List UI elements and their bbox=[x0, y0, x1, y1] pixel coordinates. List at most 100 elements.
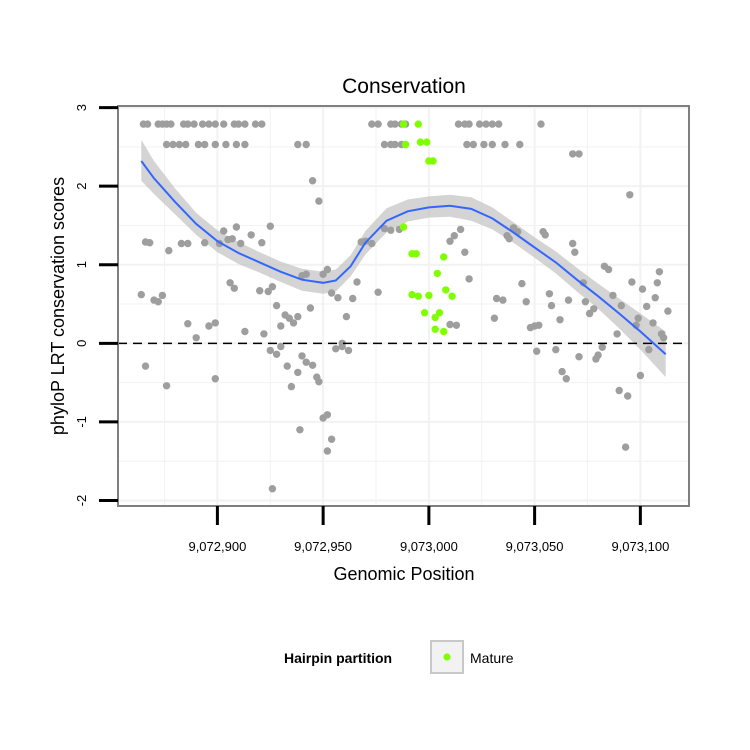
other-point bbox=[492, 294, 501, 303]
other-point bbox=[272, 301, 281, 310]
mature-point bbox=[440, 327, 448, 336]
other-point bbox=[220, 120, 228, 128]
mature-point bbox=[414, 292, 422, 300]
other-point bbox=[564, 296, 573, 304]
other-point bbox=[518, 279, 526, 288]
other-point bbox=[391, 120, 399, 128]
other-point bbox=[649, 319, 657, 327]
other-point bbox=[194, 140, 203, 149]
y-axis: -2 -1 0 1 2 3 bbox=[74, 104, 118, 506]
other-point bbox=[562, 375, 570, 383]
other-point bbox=[289, 319, 298, 327]
mature-point bbox=[423, 138, 431, 146]
other-point bbox=[461, 248, 469, 256]
legend-entry-mature: Mature bbox=[470, 650, 514, 666]
other-point bbox=[615, 386, 623, 395]
smooth-confidence-ribbon bbox=[141, 139, 666, 378]
other-point bbox=[349, 294, 357, 303]
mature-point bbox=[433, 269, 441, 278]
other-point bbox=[146, 239, 154, 247]
other-point bbox=[621, 443, 630, 451]
x-tick-label: 9,073,050 bbox=[506, 539, 564, 554]
other-point bbox=[368, 239, 376, 248]
x-tick-label: 9,072,950 bbox=[294, 539, 352, 554]
other-point bbox=[198, 120, 207, 128]
other-point bbox=[604, 265, 613, 274]
other-point bbox=[556, 316, 564, 324]
other-point bbox=[283, 362, 291, 370]
other-point bbox=[158, 291, 167, 300]
other-point bbox=[226, 279, 234, 287]
other-point bbox=[541, 231, 549, 239]
other-point bbox=[609, 291, 617, 300]
mature-point bbox=[431, 325, 439, 333]
other-point bbox=[205, 120, 213, 128]
other-point bbox=[664, 307, 672, 315]
other-point bbox=[184, 120, 192, 128]
other-point bbox=[545, 290, 554, 298]
other-point bbox=[177, 239, 186, 248]
other-point bbox=[323, 447, 332, 455]
y-tick-label: 1 bbox=[74, 261, 89, 268]
other-point bbox=[571, 248, 579, 256]
other-point bbox=[645, 345, 653, 354]
other-point bbox=[294, 312, 302, 321]
other-point bbox=[268, 485, 277, 493]
other-point bbox=[277, 342, 285, 351]
other-point bbox=[353, 278, 361, 286]
other-point bbox=[308, 361, 317, 369]
other-point bbox=[594, 351, 602, 359]
other-point bbox=[241, 120, 249, 128]
y-tick-label: -2 bbox=[74, 495, 89, 507]
data-points bbox=[137, 120, 672, 493]
other-point bbox=[617, 301, 625, 310]
other-point bbox=[308, 177, 317, 185]
other-point bbox=[465, 275, 473, 283]
other-point bbox=[184, 239, 192, 248]
other-point bbox=[141, 362, 150, 370]
other-point bbox=[391, 140, 399, 149]
other-point bbox=[184, 320, 192, 328]
other-point bbox=[201, 140, 209, 149]
other-point bbox=[537, 120, 545, 128]
other-point bbox=[387, 226, 395, 234]
other-point bbox=[522, 298, 530, 306]
panel-border bbox=[117, 105, 690, 507]
other-point bbox=[626, 191, 634, 199]
legend-key-mature bbox=[443, 653, 451, 661]
other-point bbox=[298, 352, 306, 360]
other-point bbox=[342, 312, 351, 321]
other-point bbox=[450, 232, 458, 240]
smooth-trend-line bbox=[140, 160, 667, 356]
mature-point bbox=[399, 120, 408, 128]
other-point bbox=[575, 150, 583, 158]
other-point bbox=[380, 140, 389, 149]
other-point bbox=[319, 270, 327, 278]
other-point bbox=[380, 224, 389, 233]
other-point bbox=[368, 120, 376, 128]
mature-point bbox=[431, 313, 439, 322]
other-point bbox=[287, 382, 296, 391]
other-point bbox=[256, 287, 264, 295]
legend-key-box bbox=[430, 640, 464, 674]
other-point bbox=[232, 140, 241, 149]
mature-point bbox=[412, 250, 420, 258]
other-point bbox=[302, 270, 310, 278]
other-point bbox=[296, 426, 304, 434]
y-axis-label: phyloP LRT conservation scores bbox=[48, 177, 68, 435]
other-point bbox=[516, 140, 524, 149]
other-point bbox=[192, 334, 200, 342]
other-point bbox=[143, 120, 152, 128]
other-point bbox=[211, 375, 219, 383]
x-axis-label: Genomic Position bbox=[333, 564, 474, 584]
other-point bbox=[505, 235, 513, 243]
other-point bbox=[294, 140, 302, 149]
mature-point bbox=[420, 309, 429, 317]
other-point bbox=[260, 330, 268, 338]
x-tick-label: 9,072,900 bbox=[188, 539, 246, 554]
mature-point bbox=[414, 120, 422, 128]
other-point bbox=[277, 322, 285, 330]
other-point bbox=[463, 140, 471, 149]
other-point bbox=[446, 320, 454, 329]
